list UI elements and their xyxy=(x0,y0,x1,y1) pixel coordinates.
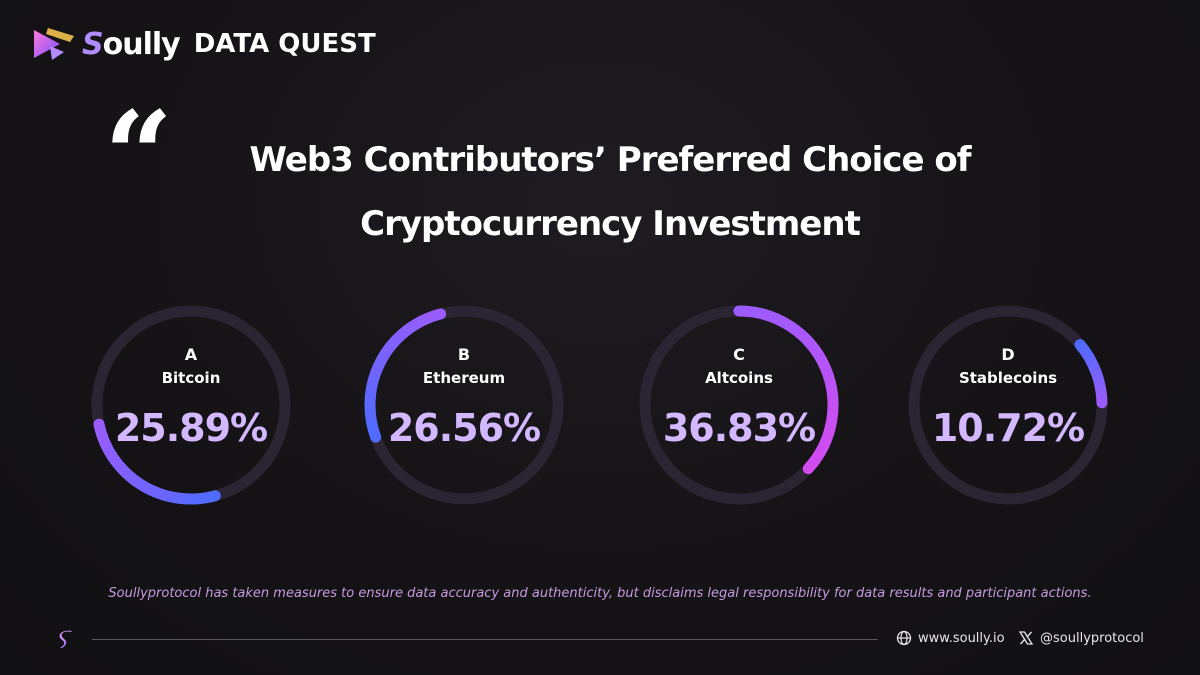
donut-svg-ethereum xyxy=(364,305,564,505)
value-label: 36.83% xyxy=(662,406,816,450)
donut-chart-group: A Bitcoin 25.89% B Ethereum 26.56% C Alt… xyxy=(0,300,1200,520)
option-letter: A xyxy=(184,345,198,364)
option-letter: C xyxy=(733,345,745,364)
social-text: @soullyprotocol xyxy=(1040,630,1144,646)
option-letter: B xyxy=(457,345,471,364)
donut-stablecoins: D Stablecoins 10.72% xyxy=(903,300,1113,510)
brand-name: Soully xyxy=(82,26,181,62)
category-label: Bitcoin xyxy=(161,369,221,387)
donut-ethereum: B Ethereum 26.56% xyxy=(359,300,569,510)
donut-arc-altcoins xyxy=(733,305,839,475)
website-link[interactable]: www.soully.io xyxy=(896,630,1005,646)
soully-play-logo-icon xyxy=(34,28,74,60)
value-label: 26.56% xyxy=(387,406,541,450)
donut-altcoins: C Altcoins 36.83% xyxy=(634,300,844,510)
website-text: www.soully.io xyxy=(918,630,1005,646)
brand-subtitle: DATA QUEST xyxy=(193,29,376,59)
value-label: 25.89% xyxy=(114,406,268,450)
footer-divider xyxy=(92,639,878,640)
donut-arc-ethereum xyxy=(364,308,447,443)
donut-arc-stablecoins xyxy=(1074,339,1108,409)
soully-s-icon xyxy=(59,630,72,648)
chart-title: Web3 Contributors’ Preferred Choice of C… xyxy=(200,128,1020,256)
donut-bitcoin: A Bitcoin 25.89% xyxy=(86,300,296,510)
globe-icon xyxy=(896,630,912,646)
chart-title-line-2: Cryptocurrency Investment xyxy=(360,204,861,244)
value-label: 10.72% xyxy=(931,406,1085,450)
header: Soully DATA QUEST xyxy=(30,22,376,66)
quote-mark: “ xyxy=(104,85,174,226)
donut-svg-altcoins xyxy=(639,305,839,505)
donut-track xyxy=(908,305,1108,505)
footer: www.soully.io @soullyprotocol xyxy=(0,620,1200,660)
category-label: Stablecoins xyxy=(958,369,1058,387)
social-link[interactable]: @soullyprotocol xyxy=(1018,630,1144,646)
donut-arc-bitcoin xyxy=(93,418,221,505)
donut-svg-stablecoins xyxy=(908,305,1108,505)
x-icon xyxy=(1018,631,1034,645)
category-label: Altcoins xyxy=(705,369,773,387)
category-label: Ethereum xyxy=(422,369,506,387)
donut-svg-bitcoin xyxy=(91,305,291,505)
chart-title-line-1: Web3 Contributors’ Preferred Choice of xyxy=(249,140,971,180)
disclaimer-text: Soullyprotocol has taken measures to ens… xyxy=(108,586,1092,601)
option-letter: D xyxy=(1001,345,1015,364)
